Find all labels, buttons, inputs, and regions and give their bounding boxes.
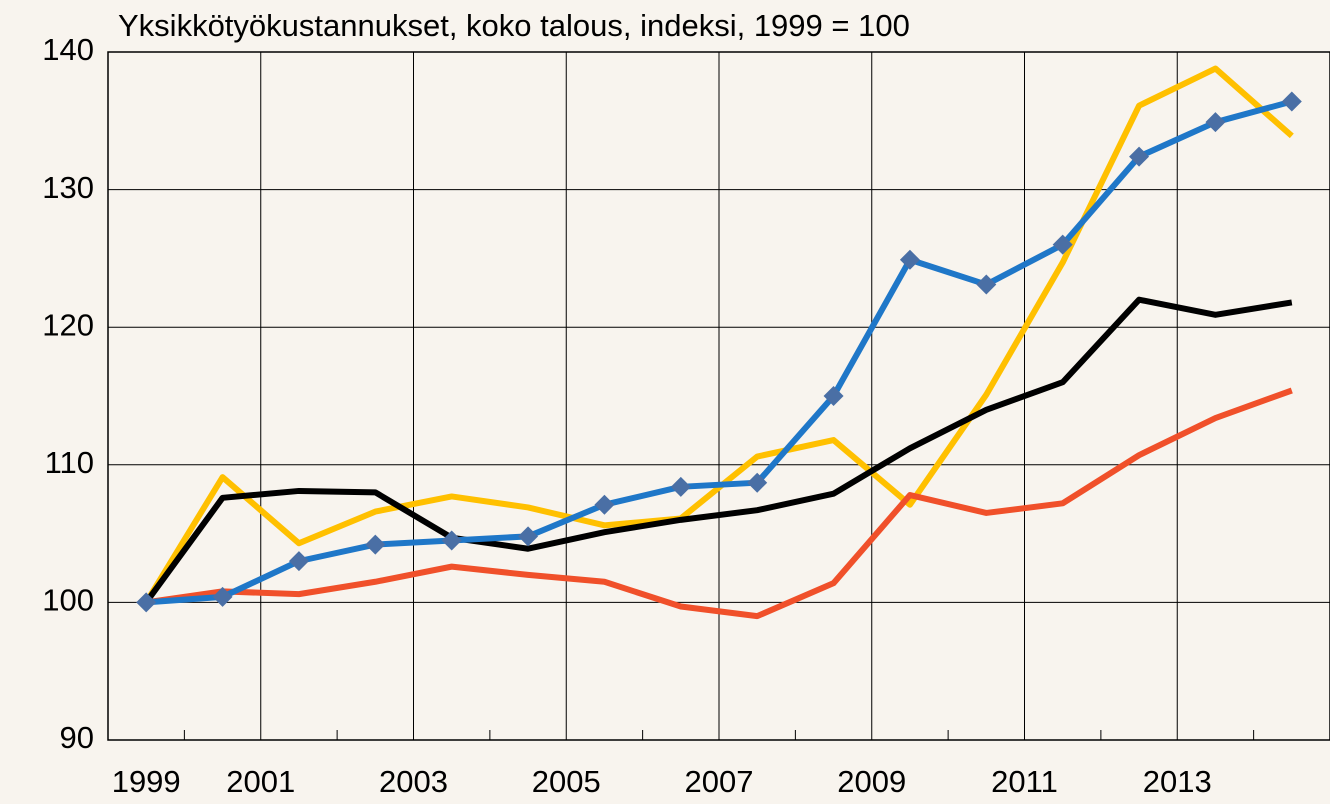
marker [365, 534, 386, 555]
marker [747, 472, 768, 493]
y-tick-label: 140 [42, 32, 94, 67]
x-tick-label: 2003 [379, 764, 448, 799]
marker [670, 476, 691, 497]
series-line [143, 296, 1293, 605]
y-tick-label: 120 [42, 307, 94, 342]
marker [1052, 234, 1073, 255]
series-line [145, 98, 1293, 606]
marker [899, 249, 920, 270]
marker [212, 586, 233, 607]
x-tick-label: 1999 [112, 764, 181, 799]
marker [594, 494, 615, 515]
y-tick-label: 90 [60, 720, 94, 755]
x-tick-label: 2013 [1143, 764, 1212, 799]
y-tick-label: 100 [42, 583, 94, 618]
marker [441, 530, 462, 551]
marker [823, 386, 844, 406]
chart-title: Yksikkötyökustannukset, koko talous, ind… [118, 8, 910, 43]
marker [1205, 112, 1226, 133]
marker [518, 526, 539, 547]
marker [1129, 146, 1150, 167]
marker [976, 274, 997, 295]
marker [288, 551, 309, 572]
x-tick-label: 2009 [837, 764, 906, 799]
y-tick-label: 130 [42, 170, 94, 205]
x-tick-label: 2011 [991, 764, 1058, 799]
x-tick-label: 2005 [532, 764, 601, 799]
x-tick-label: 2007 [685, 764, 754, 799]
series-line [145, 387, 1293, 620]
marker [136, 592, 157, 613]
y-tick-label: 110 [45, 445, 94, 480]
marker [1281, 91, 1302, 112]
x-tick-label: 2001 [226, 764, 295, 799]
